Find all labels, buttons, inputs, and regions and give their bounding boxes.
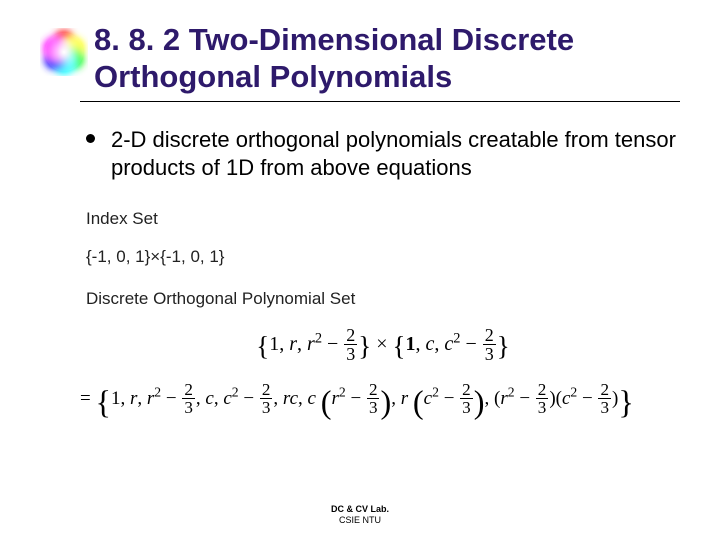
sym-c: c <box>426 333 435 355</box>
sym-one-b: 1 <box>406 333 416 355</box>
logo-icon <box>40 28 88 76</box>
title-row: 8. 8. 2 Two-Dimensional Discrete Orthogo… <box>40 22 680 95</box>
footer-line1: DC & CV Lab. <box>0 504 720 515</box>
index-set-label: Index Set <box>86 209 680 229</box>
frac-d2: 3 <box>483 344 496 363</box>
sym-r2: r <box>307 333 315 355</box>
bullet-item: 2-D discrete orthogonal polynomials crea… <box>86 126 680 181</box>
slide-body: 2-D discrete orthogonal polynomials crea… <box>40 126 680 417</box>
bullet-icon <box>86 134 95 143</box>
footer: DC & CV Lab. CSIE NTU <box>0 504 720 526</box>
slide: 8. 8. 2 Two-Dimensional Discrete Orthogo… <box>0 0 720 540</box>
title-divider <box>80 101 680 102</box>
formula-product: {1, r, r2 − 23} × {1, c, c2 − 23} <box>86 327 680 364</box>
frac-d: 3 <box>344 344 357 363</box>
sym-one: 1 <box>269 333 279 355</box>
sym-r: r <box>289 333 297 355</box>
poly-set-label: Discrete Orthogonal Polynomial Set <box>86 289 680 309</box>
frac-n: 2 <box>344 326 357 344</box>
index-set-value: {-1, 0, 1}×{-1, 0, 1} <box>86 247 680 267</box>
sym-c2: c <box>444 333 453 355</box>
formula-expanded: = {1, r, r2 − 23, c, c2 − 23, rc, c (r2 … <box>80 382 680 417</box>
frac-n2: 2 <box>483 326 496 344</box>
bullet-text: 2-D discrete orthogonal polynomials crea… <box>111 126 680 181</box>
footer-line2: CSIE NTU <box>0 515 720 526</box>
slide-title: 8. 8. 2 Two-Dimensional Discrete Orthogo… <box>94 22 680 95</box>
